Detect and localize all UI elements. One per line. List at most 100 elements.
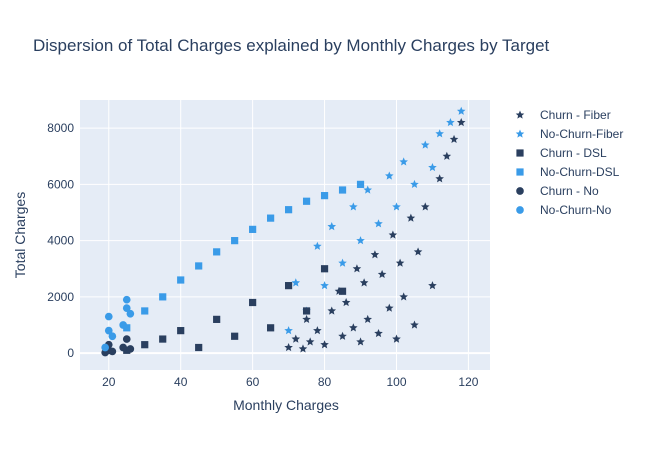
data-point <box>213 315 221 323</box>
data-point <box>356 180 365 188</box>
data-point <box>249 298 257 307</box>
data-point <box>338 287 347 295</box>
data-point <box>195 343 203 352</box>
legend-item[interactable]: No-Churn-No <box>516 203 612 217</box>
x-tick-label: 100 <box>386 375 406 389</box>
y-tick-label: 6000 <box>47 177 74 191</box>
data-point <box>141 307 149 315</box>
legend-label: Churn - Fiber <box>540 108 611 122</box>
data-point <box>267 214 275 222</box>
data-point <box>159 335 167 343</box>
x-tick-label: 60 <box>246 375 260 389</box>
legend-label: Churn - DSL <box>540 146 607 160</box>
data-point <box>410 320 419 329</box>
legend-item[interactable]: Churn - No <box>516 184 599 198</box>
data-point <box>370 250 380 259</box>
data-point <box>231 237 239 245</box>
data-point <box>284 282 293 290</box>
data-point <box>392 202 401 211</box>
data-point <box>363 185 372 194</box>
legend-marker <box>516 149 524 157</box>
series-5 <box>101 295 135 352</box>
data-point <box>126 345 135 353</box>
y-tick-label: 0 <box>67 346 74 360</box>
series-3 <box>123 180 365 332</box>
x-axis-title: Monthly Charges <box>233 397 339 413</box>
legend-marker <box>516 206 524 214</box>
data-point <box>363 314 372 324</box>
data-point <box>302 197 311 205</box>
data-point <box>104 326 113 335</box>
data-point <box>177 327 185 335</box>
y-tick-label: 4000 <box>47 234 74 248</box>
data-point <box>284 206 293 214</box>
data-point <box>291 334 301 343</box>
data-point <box>456 118 466 127</box>
data-point <box>374 219 383 228</box>
data-point <box>395 258 405 267</box>
data-point <box>449 134 459 144</box>
data-point <box>123 324 131 332</box>
data-point <box>231 332 239 340</box>
data-point <box>298 344 308 353</box>
data-point <box>349 323 358 332</box>
data-point <box>338 331 347 340</box>
data-point <box>385 171 394 180</box>
legend-item[interactable]: No-Churn-Fiber <box>515 127 624 141</box>
data-point <box>327 306 337 315</box>
legend-item[interactable]: Churn - DSL <box>516 146 607 160</box>
data-point <box>374 328 383 338</box>
data-point <box>284 343 293 352</box>
data-point <box>442 151 452 160</box>
legend: Churn - Fiber No-Churn-Fiber Churn - DSL No… <box>515 108 624 217</box>
legend-item[interactable]: Churn - Fiber <box>515 108 611 122</box>
legend-label: No-Churn-DSL <box>540 165 620 179</box>
data-point <box>413 247 423 256</box>
data-point <box>377 269 387 279</box>
data-point <box>435 174 444 183</box>
legend-marker <box>515 129 525 138</box>
data-point <box>213 248 221 256</box>
data-point <box>349 202 358 211</box>
data-point <box>435 129 444 138</box>
data-point <box>249 225 257 233</box>
legend-item[interactable]: No-Churn-DSL <box>516 165 620 179</box>
data-point <box>388 230 398 239</box>
data-point <box>313 241 322 250</box>
data-point <box>341 298 351 307</box>
data-point <box>104 312 113 321</box>
data-point <box>446 118 455 127</box>
data-point <box>385 303 394 312</box>
x-axis-ticks: 20 40 60 80 100 120 <box>102 375 479 389</box>
data-point <box>195 262 203 270</box>
data-point <box>356 236 365 245</box>
data-point <box>420 202 430 211</box>
chart-title: Dispersion of Total Charges explained by… <box>33 36 550 55</box>
data-point <box>267 324 275 332</box>
data-point <box>141 341 149 349</box>
data-point <box>122 304 131 312</box>
y-axis-title: Total Charges <box>12 192 28 278</box>
grid <box>80 100 490 370</box>
data-point <box>284 326 293 335</box>
data-point <box>126 309 135 318</box>
data-point <box>428 163 437 172</box>
data-point <box>338 186 347 194</box>
data-point <box>320 281 329 290</box>
data-point <box>123 346 131 354</box>
data-point <box>456 106 466 115</box>
x-tick-label: 120 <box>458 375 478 389</box>
data-point <box>320 192 329 200</box>
data-point <box>392 334 401 343</box>
legend-label: Churn - No <box>540 184 599 198</box>
plot-background <box>80 100 490 370</box>
y-axis-ticks: 0 2000 4000 6000 8000 <box>47 121 74 360</box>
data-point <box>122 295 131 304</box>
data-point <box>327 222 337 231</box>
legend-marker <box>516 168 524 176</box>
data-point <box>320 265 329 273</box>
series-2 <box>123 265 347 354</box>
data-point <box>320 340 329 349</box>
data-point <box>159 293 167 301</box>
data-points <box>101 106 466 357</box>
